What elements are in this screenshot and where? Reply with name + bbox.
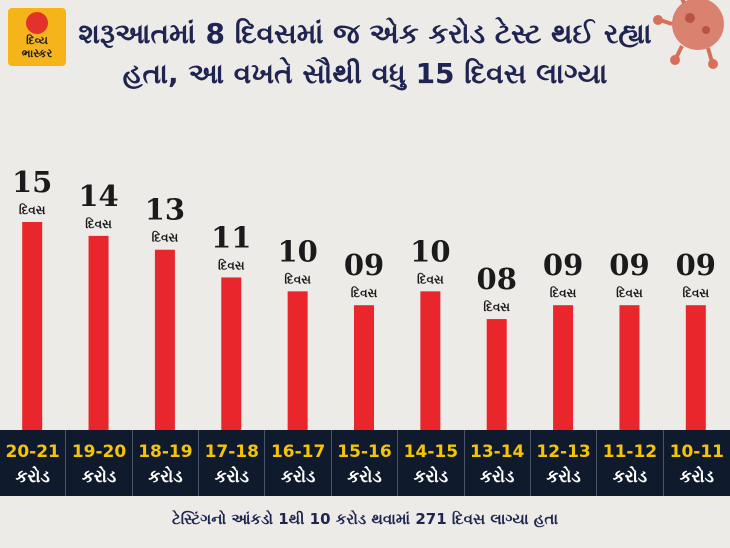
category-cell: 10-11 કરોડ — [664, 430, 730, 496]
brand-logo: દિવ્ય ભાસ્કર — [8, 8, 66, 66]
x-tick-unit: કરોડ — [347, 467, 382, 487]
value-label: 11 — [211, 220, 251, 254]
x-tick-label: 14-15 — [403, 442, 459, 462]
value-unit-label: દિવસ — [483, 299, 510, 314]
category-cell: 18-19 કરોડ — [133, 430, 200, 496]
bar-12-13 — [553, 305, 574, 430]
x-tick-unit: કરોડ — [15, 467, 50, 487]
x-tick-unit: કરોડ — [148, 467, 183, 487]
value-unit-label: દિવસ — [284, 271, 311, 286]
x-tick-label: 13-14 — [470, 442, 525, 462]
value-unit-label: દિવસ — [152, 230, 179, 245]
value-label: 09 — [344, 248, 384, 282]
category-cell: 13-14 કરોડ — [465, 430, 531, 496]
x-tick-label: 19-20 — [71, 442, 127, 462]
x-tick-unit: કરોડ — [81, 467, 117, 487]
category-cell: 19-20 કરોડ — [66, 430, 133, 496]
value-unit-label: દિવસ — [683, 285, 710, 300]
value-label: 09 — [609, 248, 649, 282]
x-tick-unit: કરોડ — [413, 467, 449, 487]
virus-icon — [653, 0, 724, 69]
x-tick-label: 11-12 — [602, 442, 658, 462]
bar-20-21 — [22, 222, 43, 430]
value-unit-label: દિવસ — [351, 285, 378, 300]
bar-15-16 — [354, 305, 374, 430]
x-axis-band: 20-21 કરોડ 19-20 કરોડ 18-19 કરોડ 17-18 કરોડ 16-1… — [0, 430, 730, 496]
x-tick-unit: કરોડ — [480, 467, 515, 487]
value-unit-label: દિવસ — [218, 257, 245, 272]
category-cell: 11-12 કરોડ — [597, 430, 664, 496]
value-label: 09 — [543, 248, 583, 282]
category-cell: 12-13 કરોડ — [531, 430, 598, 496]
x-tick-unit: કરોડ — [612, 467, 648, 487]
value-unit-label: દિવસ — [550, 285, 577, 300]
x-tick-label: 20-21 — [5, 442, 60, 462]
value-label: 15 — [12, 165, 52, 199]
x-tick-label: 16-17 — [270, 442, 326, 462]
category-cell: 20-21 કરોડ — [0, 430, 67, 496]
x-tick-label: 18-19 — [138, 442, 193, 462]
x-tick-label: 10-11 — [669, 442, 724, 462]
bar-18-19 — [154, 249, 175, 430]
bar-17-18 — [221, 277, 242, 430]
value-unit-label: દિવસ — [616, 285, 643, 300]
bar-chart: 15 દિવસ 14 દિવસ 13 દિવસ 11 દિવસ 10 દિવસ 09 દિવસ 10 દિ… — [12, 165, 716, 430]
x-tick-label: 15-16 — [337, 442, 392, 462]
logo-text: દિવ્ય ભાસ્કર — [21, 34, 53, 60]
category-cell: 14-15 કરોડ — [398, 430, 465, 496]
chart-title: શરૂઆતમાં 8 દિવસમાં જ એક કરોડ ટેસ્ટ થઈ રહ… — [78, 17, 652, 90]
x-tick-unit: કરોડ — [280, 467, 316, 487]
bar-19-20 — [88, 235, 109, 430]
value-unit-label: દિવસ — [417, 271, 444, 286]
value-unit-label: દિવસ — [85, 216, 112, 231]
footer-note: ટેસ્ટિંગનો આંકડો 1થી 10 કરોડ થવામાં 271 … — [171, 510, 559, 528]
bar-14-15 — [420, 291, 441, 430]
bar-13-14 — [486, 319, 507, 430]
bar-16-17 — [287, 291, 308, 430]
x-tick-unit: કરોડ — [214, 467, 249, 487]
x-tick-label: 17-18 — [204, 442, 259, 462]
value-label: 10 — [410, 234, 450, 268]
category-cell: 16-17 કરોડ — [265, 430, 332, 496]
value-label: 09 — [676, 248, 716, 282]
x-tick-unit: કરોડ — [679, 467, 714, 487]
category-cell: 17-18 કરોડ — [199, 430, 266, 496]
category-cell: 15-16 કરોડ — [332, 430, 399, 496]
value-label: 13 — [145, 193, 185, 227]
x-tick-unit: કરોડ — [546, 467, 581, 487]
bar-11-12 — [619, 305, 640, 430]
sun-icon — [26, 12, 48, 34]
value-label: 14 — [78, 179, 118, 213]
bar-10-11 — [685, 305, 706, 430]
x-tick-label: 12-13 — [536, 442, 591, 462]
value-label: 10 — [277, 234, 317, 268]
value-label: 08 — [477, 262, 517, 296]
value-unit-label: દિવસ — [19, 202, 46, 217]
